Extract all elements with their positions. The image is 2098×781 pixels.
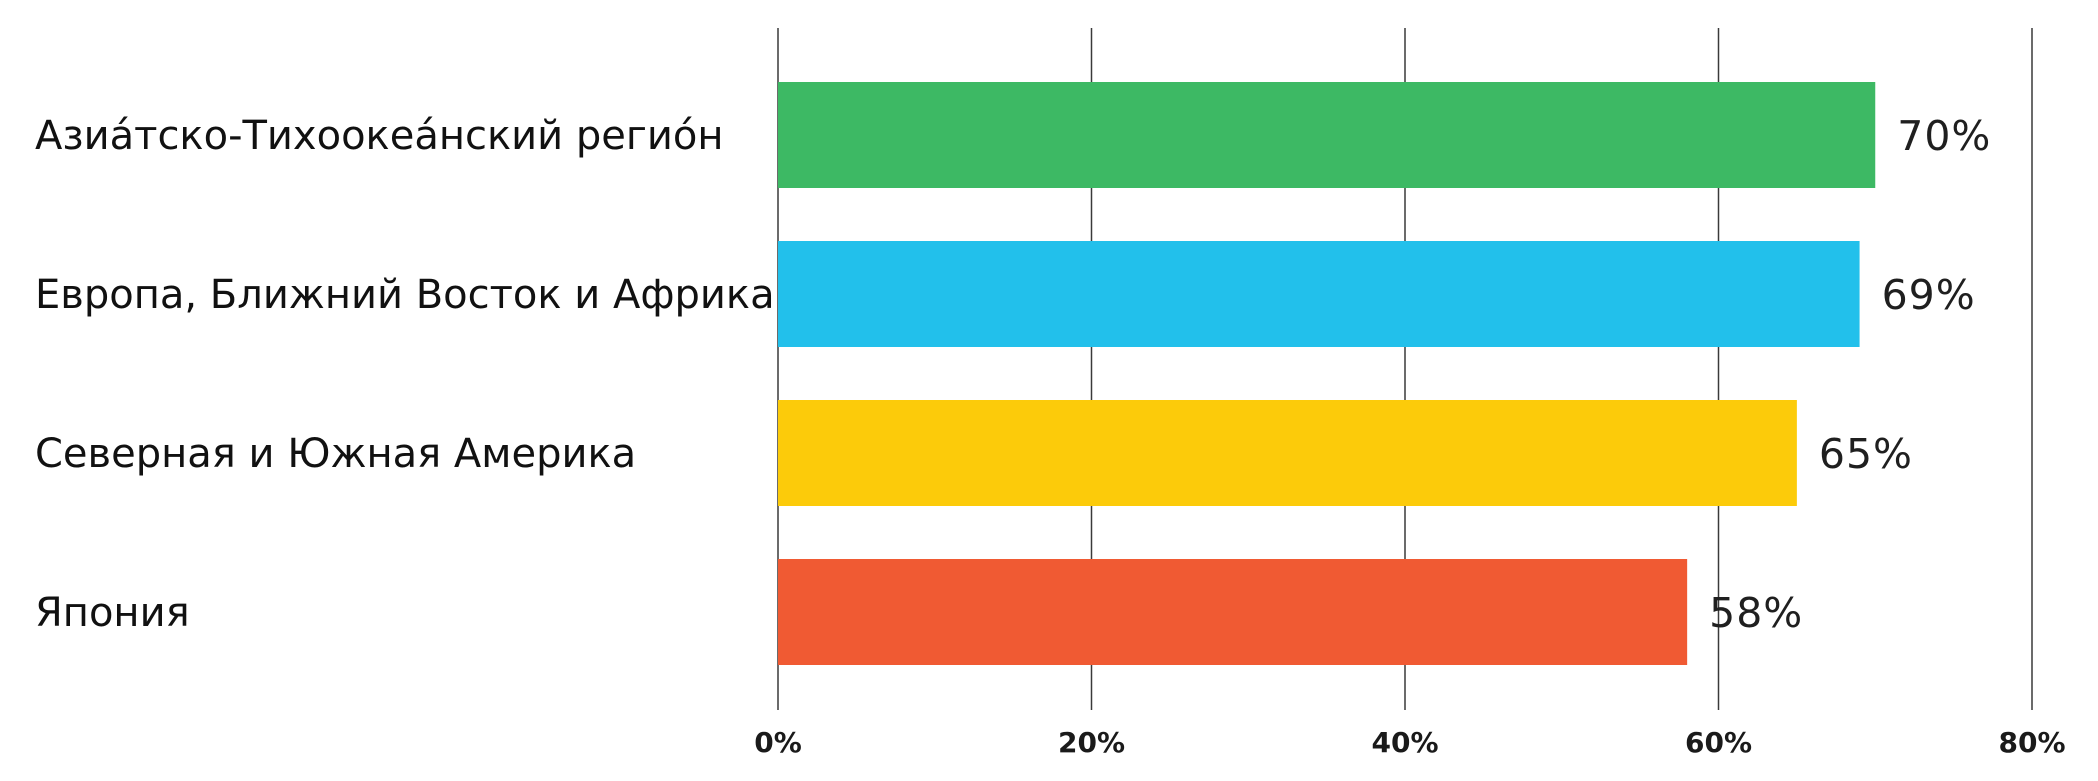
x-tick-label-0: 0%: [754, 726, 802, 759]
value-label-2: 69%: [1882, 271, 1976, 319]
category-label-3: Северная и Южная Америка: [35, 431, 636, 477]
x-axis-tick-labels: 0% 20% 40% 60% 80%: [754, 726, 2065, 759]
value-label-3: 65%: [1819, 430, 1913, 478]
bar-2: [778, 241, 1860, 347]
category-labels: Азиа́тско-Тихоокеа́нский регио́н Европа, …: [35, 113, 775, 636]
x-tick-label-40: 40%: [1371, 726, 1438, 759]
x-tick-label-20: 20%: [1058, 726, 1125, 759]
bar-4: [778, 559, 1688, 665]
category-label-1: Азиа́тско-Тихоокеа́нский регио́н: [35, 113, 723, 159]
category-label-2: Европа, Ближний Восток и Африка: [35, 272, 775, 318]
value-label-1: 70%: [1897, 112, 1991, 160]
value-labels: 70% 69% 65% 58%: [1709, 112, 1991, 637]
x-tick-label-60: 60%: [1685, 726, 1752, 759]
bar-1: [778, 82, 1876, 188]
bars: [778, 82, 1876, 665]
x-tick-label-80: 80%: [1998, 726, 2065, 759]
category-label-4: Япония: [35, 590, 190, 636]
bar-3: [778, 400, 1797, 506]
value-label-4: 58%: [1709, 589, 1803, 637]
